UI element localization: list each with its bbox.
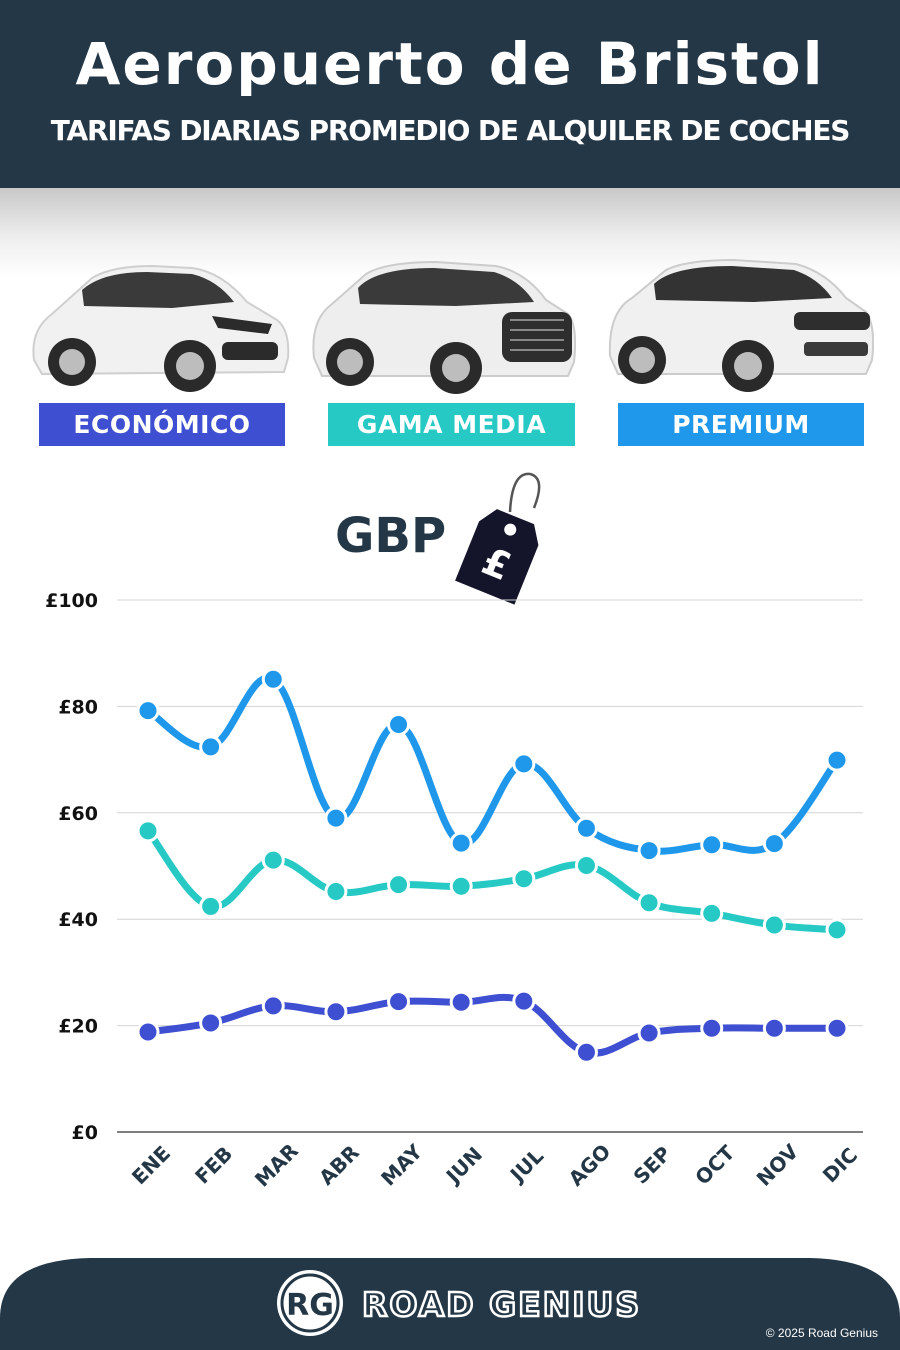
x-tick-label: JUN xyxy=(440,1142,487,1189)
x-tick-label: FEB xyxy=(190,1142,237,1189)
data-point xyxy=(387,712,411,736)
data-point xyxy=(637,1021,661,1045)
data-point xyxy=(637,891,661,915)
economy-car-image xyxy=(32,264,290,392)
data-point xyxy=(136,1020,160,1044)
currency-label: GBP xyxy=(335,508,447,564)
x-tick-label: MAR xyxy=(250,1139,303,1192)
data-point xyxy=(261,994,285,1018)
data-point xyxy=(261,848,285,872)
page-subtitle: TARIFAS DIARIAS PROMEDIO DE ALQUILER DE … xyxy=(50,114,851,147)
data-point xyxy=(512,752,536,776)
data-point xyxy=(825,748,849,772)
data-point xyxy=(449,831,473,855)
x-tick-label: ENE xyxy=(127,1141,175,1189)
y-tick-label: £100 xyxy=(45,590,98,612)
data-point xyxy=(700,833,724,857)
data-point xyxy=(387,873,411,897)
badge-economico: ECONÓMICO xyxy=(39,403,285,446)
data-point xyxy=(136,699,160,723)
data-point xyxy=(637,839,661,863)
y-tick-label: £60 xyxy=(58,803,98,825)
y-tick-label: £20 xyxy=(58,1016,98,1038)
x-axis-ticks: ENE FEB MAR ABR MAY JUN JUL AGO SEP OCT NOV DIC xyxy=(127,1139,862,1192)
x-tick-label: AGO xyxy=(564,1139,616,1191)
data-point xyxy=(574,1040,598,1064)
chart-series xyxy=(136,667,849,1064)
data-point xyxy=(825,918,849,942)
data-point xyxy=(574,853,598,877)
data-point xyxy=(324,880,348,904)
y-axis-ticks: £0 £20 £40 £60 £80 £100 xyxy=(45,590,98,1144)
y-tick-label: £40 xyxy=(58,909,98,931)
y-tick-label: £0 xyxy=(72,1122,98,1144)
data-point xyxy=(825,1016,849,1040)
x-tick-label: DIC xyxy=(818,1143,862,1187)
data-point xyxy=(762,1016,786,1040)
data-point xyxy=(387,990,411,1014)
x-tick-label: ABR xyxy=(314,1140,364,1190)
y-tick-label: £80 xyxy=(58,696,98,718)
data-point xyxy=(762,832,786,856)
data-point xyxy=(199,1011,223,1035)
x-tick-label: JUL xyxy=(504,1144,548,1188)
footer-logo-mark: RG xyxy=(286,1288,334,1323)
data-point xyxy=(199,894,223,918)
copyright: © 2025 Road Genius xyxy=(765,1326,878,1340)
x-tick-label: SEP xyxy=(629,1141,676,1188)
header-banner: Aeropuerto de Bristol TARIFAS DIARIAS PR… xyxy=(0,0,900,188)
x-tick-label: MAY xyxy=(376,1139,427,1190)
data-point xyxy=(324,1000,348,1024)
data-point xyxy=(762,913,786,937)
price-tag-icon: £ xyxy=(455,472,541,605)
data-point xyxy=(574,816,598,840)
premium-suv-image xyxy=(608,258,874,392)
line-chart: £0 £20 £40 £60 £80 £100 ENE FEB MAR ABR MAY JUN JUL… xyxy=(45,590,863,1192)
data-point xyxy=(136,819,160,843)
x-tick-label: NOV xyxy=(752,1139,804,1191)
data-point xyxy=(199,735,223,759)
data-point xyxy=(700,1016,724,1040)
data-point xyxy=(449,874,473,898)
badge-premium: PREMIUM xyxy=(618,403,864,446)
footer-band: RG ROAD GENIUS xyxy=(0,1258,900,1350)
data-point xyxy=(449,990,473,1014)
data-point xyxy=(700,901,724,925)
data-point xyxy=(512,867,536,891)
midsize-suv-image xyxy=(312,260,576,394)
footer-brand: ROAD GENIUS xyxy=(362,1285,641,1324)
badge-gama-media: GAMA MEDIA xyxy=(328,403,575,446)
data-point xyxy=(261,667,285,691)
data-point xyxy=(324,806,348,830)
series-line xyxy=(144,674,841,855)
data-point xyxy=(512,989,536,1013)
page-title: Aeropuerto de Bristol xyxy=(75,30,825,98)
x-tick-label: OCT xyxy=(690,1140,739,1189)
chart-grid xyxy=(117,599,863,1133)
